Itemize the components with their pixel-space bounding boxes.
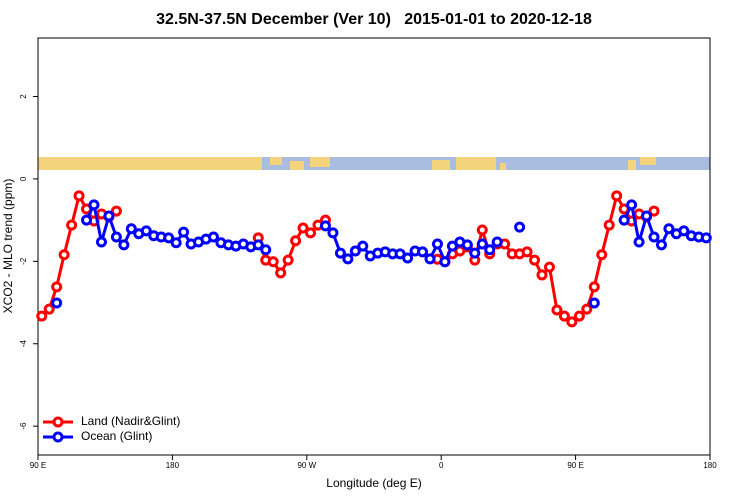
data-point — [655, 239, 667, 251]
data-point — [469, 247, 481, 259]
data-point — [476, 238, 488, 250]
data-point — [125, 223, 137, 235]
data-point — [588, 281, 600, 293]
data-point — [402, 252, 414, 264]
data-point — [424, 253, 436, 265]
data-point — [558, 310, 570, 322]
data-point — [648, 205, 660, 217]
data-point — [51, 281, 63, 293]
y-tick-label: -4 — [19, 340, 28, 348]
data-point — [118, 239, 130, 251]
data-point — [110, 231, 122, 243]
data-point — [678, 225, 690, 237]
data-point — [521, 246, 533, 258]
legend-marker — [52, 431, 64, 443]
legend-label: Land (Nadir&Glint) — [81, 414, 180, 428]
data-point — [103, 210, 115, 222]
data-point — [267, 256, 279, 268]
data-point — [529, 254, 541, 266]
x-tick-label: 90 E — [30, 461, 46, 470]
data-point — [551, 304, 563, 316]
data-point — [417, 246, 429, 258]
data-point — [641, 210, 653, 222]
legend-label: Ocean (Glint) — [81, 429, 152, 443]
data-point — [573, 310, 585, 322]
x-tick-label: 90 E — [567, 461, 583, 470]
data-point — [290, 235, 302, 247]
data-point — [588, 297, 600, 309]
data-point — [282, 254, 294, 266]
data-point — [566, 316, 578, 328]
data-point — [633, 236, 645, 248]
data-point — [327, 227, 339, 239]
x-tick-label: 90 W — [297, 461, 316, 470]
y-tick-label: 0 — [19, 176, 28, 181]
data-point — [611, 190, 623, 202]
data-point — [357, 240, 369, 252]
data-point — [536, 269, 548, 281]
data-point — [305, 227, 317, 239]
data-point — [334, 247, 346, 259]
data-point — [207, 231, 219, 243]
data-point — [431, 238, 443, 250]
data-point — [58, 249, 70, 261]
data-point — [626, 199, 638, 211]
data-point — [349, 245, 361, 257]
y-axis-label: XCO2 - MLO trend (ppm) — [1, 179, 15, 314]
plot-frame — [37, 37, 711, 456]
data-point — [178, 226, 190, 238]
data-point — [603, 219, 615, 231]
data-point — [618, 214, 630, 226]
data-point — [73, 190, 85, 202]
data-point — [484, 244, 496, 256]
map-strip — [38, 157, 710, 170]
data-point — [95, 236, 107, 248]
data-point — [297, 222, 309, 234]
data-point — [342, 253, 354, 265]
data-point — [252, 239, 264, 251]
data-point — [648, 231, 660, 243]
data-point — [319, 220, 331, 232]
data-point — [461, 239, 473, 251]
data-point — [36, 310, 48, 322]
data-point — [43, 303, 55, 315]
legend-marker — [52, 416, 64, 428]
data-point — [260, 244, 272, 256]
y-tick-label: -6 — [19, 422, 28, 430]
data-point — [491, 236, 503, 248]
data-point — [514, 221, 526, 233]
data-point — [163, 232, 175, 244]
data-point — [596, 249, 608, 261]
data-point — [663, 223, 675, 235]
data-point — [170, 237, 182, 249]
data-point — [581, 303, 593, 315]
data-point — [543, 261, 555, 273]
data-point — [140, 225, 152, 237]
data-point — [66, 219, 78, 231]
data-point — [81, 214, 93, 226]
y-tick-label: 2 — [19, 94, 28, 99]
chart-title: 32.5N-37.5N December (Ver 10) 2015-01-01… — [156, 11, 592, 28]
data-point — [476, 224, 488, 236]
data-point — [275, 267, 287, 279]
data-point — [88, 199, 100, 211]
data-point — [700, 232, 712, 244]
x-tick-label: 0 — [439, 461, 444, 470]
x-tick-label: 180 — [166, 461, 180, 470]
data-point — [110, 205, 122, 217]
y-tick-label: -2 — [19, 257, 28, 265]
x-axis-label: Longitude (deg E) — [326, 476, 421, 490]
data-point — [51, 297, 63, 309]
x-tick-label: 180 — [703, 461, 717, 470]
data-point — [439, 256, 451, 268]
